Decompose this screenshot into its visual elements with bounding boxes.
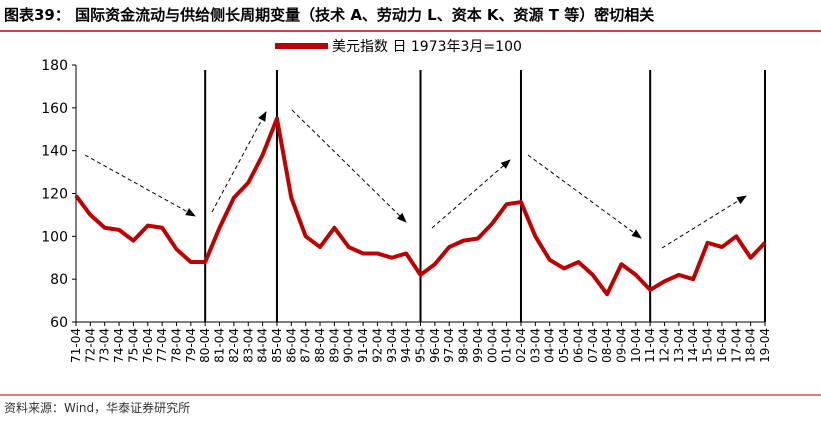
y-tick-label: 140 (41, 144, 68, 160)
y-tick-label: 60 (50, 315, 68, 331)
x-tick-label: 73-04 (98, 328, 112, 363)
x-tick-label: 96-04 (428, 328, 442, 363)
x-tick-label: 93-04 (385, 328, 399, 363)
x-tick-label: 11-04 (643, 328, 657, 363)
y-tick-label: 160 (41, 101, 68, 117)
x-tick-label: 72-04 (83, 328, 97, 363)
x-tick-label: 75-04 (126, 328, 140, 363)
x-tick-label: 01-04 (500, 328, 514, 363)
x-tick-label: 91-04 (356, 328, 370, 363)
y-tick-label: 100 (41, 229, 68, 245)
arrow (84, 154, 196, 217)
x-tick-label: 04-04 (543, 328, 557, 363)
x-tick-label: 08-04 (600, 328, 614, 363)
x-tick-label: 14-04 (686, 328, 700, 363)
x-tick-label: 77-04 (155, 328, 169, 363)
source: 资料来源：Wind，华泰证券研究所 (4, 400, 190, 415)
x-tick-label: 82-04 (227, 328, 241, 363)
x-tick-label: 00-04 (485, 328, 499, 363)
x-tick-label: 74-04 (112, 328, 126, 363)
x-tick-label: 86-04 (284, 328, 298, 363)
x-tick-label: 85-04 (270, 328, 284, 363)
x-tick-label: 80-04 (198, 328, 212, 363)
x-tick-label: 15-04 (701, 328, 715, 363)
x-tick-label: 05-04 (557, 328, 571, 363)
x-tick-label: 90-04 (342, 328, 356, 363)
x-tick-label: 19-04 (758, 328, 772, 363)
legend-label: 美元指数 日 1973年3月=100 (332, 39, 522, 55)
x-tick-label: 71-04 (69, 328, 83, 363)
x-tick-label: 99-04 (471, 328, 485, 363)
y-tick-label: 120 (41, 187, 68, 203)
x-tick-label: 16-04 (715, 328, 729, 363)
arrow (527, 154, 642, 239)
x-tick-label: 78-04 (169, 328, 183, 363)
x-tick-label: 79-04 (184, 328, 198, 363)
trend-arrows (84, 109, 747, 249)
x-tick-label: 07-04 (586, 328, 600, 363)
x-tick-label: 81-04 (213, 328, 227, 363)
x-tick-label: 98-04 (457, 328, 471, 363)
x-tick-label: 09-04 (614, 328, 628, 363)
x-tick-label: 12-04 (658, 328, 672, 363)
arrow (431, 159, 511, 229)
x-tick-label: 02-04 (514, 328, 528, 363)
x-tick-label: 92-04 (370, 328, 384, 363)
x-tick-label: 87-04 (299, 328, 313, 363)
x-tick-label: 17-04 (729, 328, 743, 363)
arrow (661, 195, 747, 249)
arrow (291, 109, 407, 223)
x-tick-label: 89-04 (327, 328, 341, 363)
series-line (74, 116, 767, 297)
x-tick-label: 83-04 (241, 328, 255, 363)
x-tick-label: 97-04 (442, 328, 456, 363)
x-tick-label: 06-04 (571, 328, 585, 363)
x-tick-label: 84-04 (256, 328, 270, 363)
x-tick-label: 88-04 (313, 328, 327, 363)
y-tick-label: 180 (41, 58, 68, 74)
x-tick-label: 95-04 (414, 328, 428, 363)
x-tick-label: 76-04 (141, 328, 155, 363)
y-tick-label: 80 (50, 272, 68, 288)
x-tick-label: 03-04 (528, 328, 542, 363)
x-tick-label: 13-04 (672, 328, 686, 363)
chart-title: 图表39： 国际资金流动与供给侧长周期变量（技术 A、劳动力 L、资本 K、资源… (4, 6, 654, 24)
x-tick-label: 10-04 (629, 328, 643, 363)
x-tick-label: 94-04 (399, 328, 413, 363)
arrow (211, 111, 267, 213)
x-tick-label: 18-04 (744, 328, 758, 363)
